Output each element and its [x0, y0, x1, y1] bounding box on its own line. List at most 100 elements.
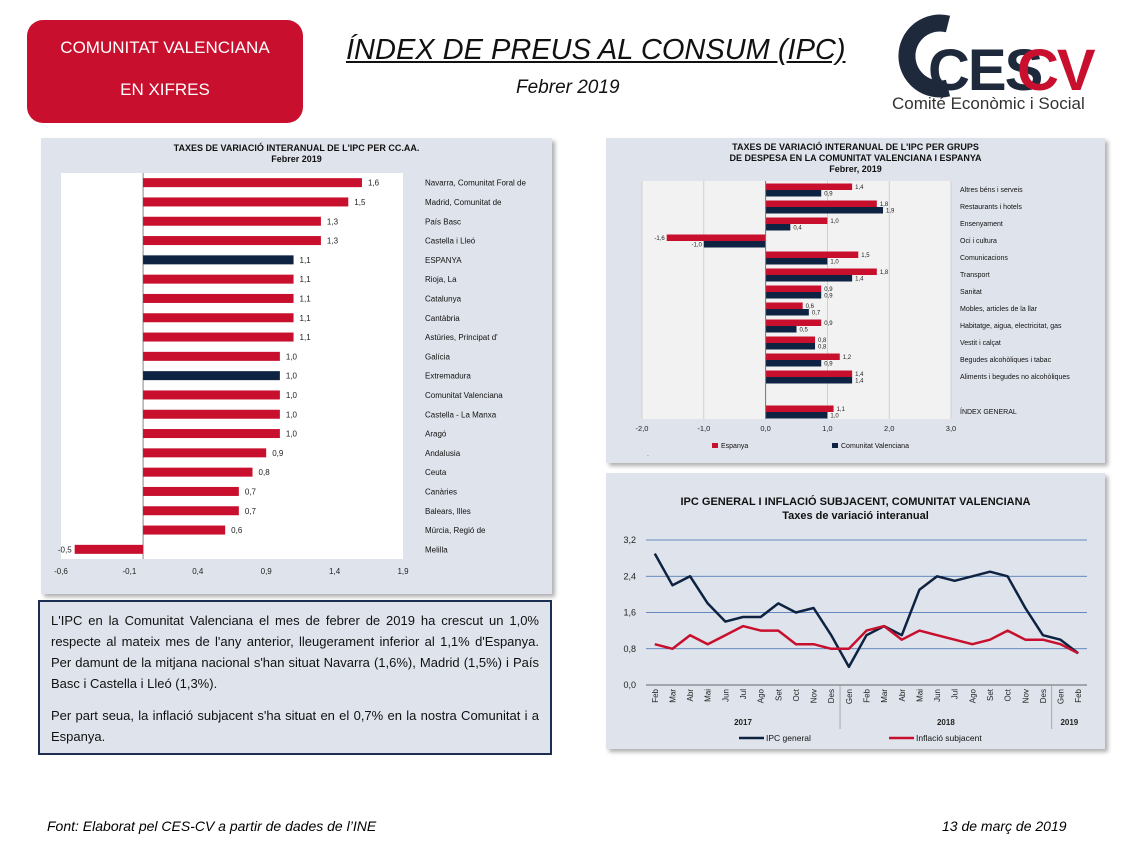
groups-x-tick-label: -2,0: [636, 424, 649, 433]
groups-footnote: .: [647, 451, 649, 458]
trend-x-tick-label: Nov: [810, 689, 819, 703]
ccaa-bar: [143, 467, 253, 477]
groups-category-label: Comunicacions: [960, 255, 1008, 262]
ccaa-bar: [143, 332, 294, 342]
ccaa-bar: [143, 216, 321, 226]
groups-value-label-espanya: 1,1: [837, 407, 846, 413]
groups-bar-chart: -2,0 -1,0 0,0 1,0 2,0 3,0 1,4 0,9 Altres béns i …: [636, 181, 1070, 458]
trend-x-tick-label: Jul: [739, 689, 748, 699]
groups-value-label-cv: 0,9: [824, 362, 833, 368]
trend-line-inflacio-subjacent: [654, 624, 1079, 655]
source-note: Font: Elaborat pel CES-CV a partir de da…: [47, 818, 377, 834]
ccaa-x-tick-label: 0,4: [192, 567, 204, 576]
ccaa-category-label: País Basc: [425, 217, 461, 226]
ccaa-bar: [143, 429, 280, 439]
groups-bar-cv: [765, 360, 822, 367]
trend-x-tick-label: Set: [774, 688, 783, 701]
trend-year-label: 2018: [937, 718, 955, 727]
ccaa-bar: [143, 351, 280, 361]
ccaa-chart-title-line1: TAXES DE VARIACIÓ INTERANUAL DE L'IPC PE…: [173, 143, 420, 153]
groups-bar-espanya: [765, 370, 853, 377]
groups-bar-espanya: [765, 336, 816, 343]
legend-label-cv: Comunitat Valenciana: [841, 443, 909, 450]
ccaa-category-label: Ceuta: [425, 468, 447, 477]
groups-category-label: Habitatge, aigua, electricitat, gas: [960, 323, 1062, 330]
groups-bar-cv: [765, 377, 853, 384]
logo-c-arc: [898, 14, 951, 98]
trend-line-ipc-general: [653, 552, 1079, 669]
ccaa-category-label: Astúries, Principat d': [425, 333, 498, 342]
trend-x-tick-label: Oct: [1004, 688, 1013, 701]
ccaa-value-label: 1,0: [286, 430, 298, 439]
ccaa-chart-panel: TAXES DE VARIACIÓ INTERANUAL DE L'IPC PE…: [41, 138, 552, 594]
groups-category-label: Transport: [960, 272, 990, 279]
groups-value-label-espanya: 1,8: [880, 202, 889, 208]
groups-value-label-cv: 1,0: [830, 414, 839, 420]
ccaa-category-label: Canàries: [425, 487, 457, 496]
ccaa-bar: [143, 371, 280, 381]
legend-swatch-espanya: [712, 443, 718, 448]
trend-y-tick-label: 2,4: [623, 571, 636, 581]
ccaa-chart-title: TAXES DE VARIACIÓ INTERANUAL DE L'IPC PE…: [41, 143, 552, 165]
groups-category-label: Altres béns i serveis: [960, 187, 1023, 194]
groups-chart-title-line3: Febrer, 2019: [829, 164, 882, 174]
groups-category-label: Begudes alcohòliques i tabac: [960, 357, 1052, 364]
groups-value-label-cv: 1,0: [830, 260, 839, 266]
trend-x-tick-label: Feb: [651, 688, 660, 702]
trend-x-tick-label: Oct: [792, 688, 801, 701]
groups-value-label-cv: -1,0: [691, 243, 702, 249]
groups-value-label-cv: 0,5: [800, 328, 809, 334]
ccaa-x-tick-label: 1,9: [397, 567, 409, 576]
ccaa-value-label: 1,6: [368, 179, 380, 188]
groups-value-label-cv: 0,9: [824, 294, 833, 300]
trend-y-tick-label: 1,6: [623, 608, 636, 618]
ccaa-category-label: ESPANYA: [425, 256, 462, 265]
ccaa-value-label: 1,0: [286, 391, 298, 400]
ccaa-value-label: 1,3: [327, 217, 339, 226]
groups-value-label-espanya: 1,8: [880, 270, 889, 276]
ccaa-value-label: 1,3: [327, 237, 339, 246]
ccaa-bar: [143, 178, 362, 188]
ccaa-bar: [143, 506, 239, 516]
groups-bar-cv: [765, 258, 828, 265]
ccaa-value-label: 1,0: [286, 410, 298, 419]
ccaa-value-label: 0,8: [259, 468, 271, 477]
trend-x-tick-label: Mar: [668, 689, 677, 703]
ccaa-bar: [143, 293, 294, 303]
ccaa-category-label: Madrid, Comunitat de: [425, 198, 502, 207]
groups-chart-title-line1: TAXES DE VARIACIÓ INTERANUAL DE L'IPC PE…: [732, 142, 979, 152]
groups-bar-cv: [765, 207, 884, 214]
ccaa-category-label: Catalunya: [425, 294, 462, 303]
groups-bar-cv: [765, 343, 816, 350]
ccaa-category-label: Andalusia: [425, 449, 461, 458]
region-badge-line2: EN XIFRES: [120, 80, 210, 99]
cescv-logo: CES CV Comité Econòmic i Social: [888, 12, 1108, 117]
legend-label-inflacio-subjacent: Inflació subjacent: [916, 733, 982, 743]
groups-bar-espanya: [666, 234, 766, 241]
groups-category-label: Mobles, articles de la llar: [960, 306, 1038, 313]
trend-line-chart: 0,0 0,8 1,6 2,4 3,2 Feb Mar Abr Mai Jun Jul Ago Set O…: [623, 535, 1087, 743]
groups-chart-title-line2: DE DESPESA EN LA COMUNITAT VALENCIANA I …: [729, 153, 982, 163]
groups-category-label: Vestit i calçat: [960, 340, 1001, 347]
ccaa-category-label: Rioja, La: [425, 275, 457, 284]
trend-y-tick-label: 0,0: [623, 680, 636, 690]
ccaa-value-label: 1,1: [300, 275, 312, 284]
cescv-logo-mark: CES CV Comité Econòmic i Social: [892, 14, 1098, 113]
groups-value-label-espanya: 1,4: [855, 372, 864, 378]
groups-category-label: Oci i cultura: [960, 238, 997, 245]
commentary-paragraph-2: Per part seua, la inflació subjacent s'h…: [51, 708, 539, 744]
ccaa-category-label: Comunitat Valenciana: [425, 391, 503, 400]
groups-bar-cv: [765, 309, 809, 316]
ccaa-value-label: 1,1: [300, 256, 312, 265]
logo-ces-text: CES: [928, 38, 1042, 103]
trend-x-tick-label: Gen: [1057, 689, 1066, 704]
trend-x-tick-label: Nov: [1021, 689, 1030, 703]
logo-caption: Comité Econòmic i Social: [892, 94, 1085, 113]
trend-y-tick-label: 0,8: [623, 644, 636, 654]
legend-label-espanya: Espanya: [721, 443, 748, 450]
region-badge: COMUNITAT VALENCIANA EN XIFRES: [27, 20, 303, 123]
publication-date: 13 de març de 2019: [942, 818, 1067, 834]
commentary-paragraph-1: L'IPC en la Comunitat Valenciana el mes …: [51, 613, 539, 691]
ccaa-value-label: 0,7: [245, 507, 257, 516]
trend-x-tick-label: Feb: [1074, 688, 1083, 702]
